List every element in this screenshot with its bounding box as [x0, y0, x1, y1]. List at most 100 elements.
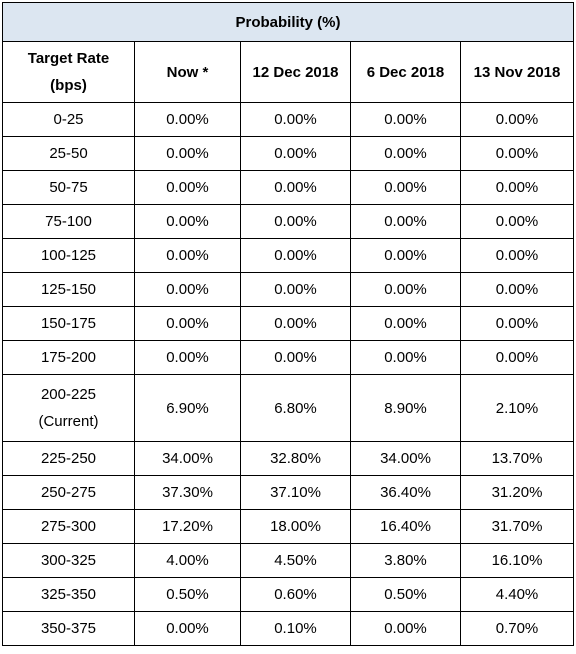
probability-cell: 16.40%: [350, 509, 461, 544]
probability-cell: 0.00%: [134, 102, 241, 137]
probability-cell: 18.00%: [240, 509, 351, 544]
rate-range: 275-300: [2, 509, 135, 544]
title-row: Probability (%): [1, 2, 575, 42]
rate-range: 0-25: [2, 102, 135, 137]
rate-range: 175-200: [2, 340, 135, 375]
probability-cell: 0.60%: [240, 577, 351, 612]
table-row: 275-300 17.20% 18.00% 16.40% 31.70%: [2, 509, 575, 544]
column-header: 6 Dec 2018: [350, 41, 461, 103]
probability-cell: 0.00%: [240, 272, 351, 307]
rate-range: 50-75: [2, 170, 135, 205]
probability-cell: 0.00%: [350, 340, 461, 375]
probability-cell: 0.00%: [240, 238, 351, 273]
probability-cell: 0.00%: [459, 340, 575, 375]
rate-range: 225-250: [2, 441, 135, 476]
probability-cell: 6.90%: [134, 374, 241, 442]
probability-cell: 0.00%: [240, 102, 351, 137]
probability-cell: 31.70%: [459, 509, 575, 544]
table-row: 100-125 0.00% 0.00% 0.00% 0.00%: [2, 238, 575, 273]
rate-range: 100-125: [2, 238, 135, 273]
rate-range: 250-275: [2, 475, 135, 510]
probability-cell: 0.00%: [350, 102, 461, 137]
table-row: 350-375 0.00% 0.10% 0.00% 0.70%: [2, 611, 575, 646]
column-header: Now *: [134, 41, 241, 103]
probability-cell: 0.00%: [134, 204, 241, 239]
table-row: 75-100 0.00% 0.00% 0.00% 0.00%: [2, 204, 575, 239]
probability-cell: 0.00%: [350, 611, 461, 646]
table-row: 300-325 4.00% 4.50% 3.80% 16.10%: [2, 543, 575, 578]
probability-cell: 0.00%: [134, 170, 241, 205]
probability-cell: 0.00%: [134, 306, 241, 341]
column-header: 12 Dec 2018: [240, 41, 351, 103]
probability-cell: 8.90%: [350, 374, 461, 442]
probability-cell: 36.40%: [350, 475, 461, 510]
probability-cell: 32.80%: [240, 441, 351, 476]
table-row: 150-175 0.00% 0.00% 0.00% 0.00%: [2, 306, 575, 341]
probability-cell: 0.00%: [240, 340, 351, 375]
probability-cell: 0.00%: [350, 170, 461, 205]
probability-cell: 0.10%: [240, 611, 351, 646]
rate-range: 300-325: [2, 543, 135, 578]
probability-cell: 4.00%: [134, 543, 241, 578]
probability-cell: 0.00%: [459, 136, 575, 171]
probability-cell: 37.30%: [134, 475, 241, 510]
probability-cell: 3.80%: [350, 543, 461, 578]
probability-cell: 0.00%: [459, 238, 575, 273]
rate-range: 200-225 (Current): [2, 374, 135, 442]
probability-cell: 0.00%: [240, 170, 351, 205]
rate-range: 125-150: [2, 272, 135, 307]
table-row: 50-75 0.00% 0.00% 0.00% 0.00%: [2, 170, 575, 205]
table-row: 200-225 (Current) 6.90% 6.80% 8.90% 2.10%: [2, 374, 575, 442]
rate-range: 75-100: [2, 204, 135, 239]
table-row: 125-150 0.00% 0.00% 0.00% 0.00%: [2, 272, 575, 307]
column-header: Target Rate (bps): [2, 41, 135, 103]
probability-cell: 0.00%: [134, 340, 241, 375]
probability-cell: 4.40%: [459, 577, 575, 612]
table-row: 175-200 0.00% 0.00% 0.00% 0.00%: [2, 340, 575, 375]
rate-range: 325-350: [2, 577, 135, 612]
probability-cell: 16.10%: [459, 543, 575, 578]
table-row: 25-50 0.00% 0.00% 0.00% 0.00%: [2, 136, 575, 171]
table-title: Probability (%): [1, 2, 575, 42]
probability-cell: 0.00%: [350, 136, 461, 171]
probability-cell: 0.00%: [350, 204, 461, 239]
header-row: Target Rate (bps) Now * 12 Dec 2018 6 Dec 2…: [2, 41, 575, 103]
probability-cell: 17.20%: [134, 509, 241, 544]
probability-cell: 0.00%: [350, 272, 461, 307]
probability-cell: 0.50%: [134, 577, 241, 612]
probability-cell: 4.50%: [240, 543, 351, 578]
probability-cell: 0.00%: [459, 170, 575, 205]
probability-cell: 0.00%: [459, 102, 575, 137]
probability-cell: 0.00%: [240, 204, 351, 239]
probability-cell: 6.80%: [240, 374, 351, 442]
probability-cell: 0.00%: [350, 238, 461, 273]
probability-cell: 0.00%: [459, 306, 575, 341]
probability-cell: 0.00%: [240, 306, 351, 341]
column-header: 13 Nov 2018: [459, 41, 575, 103]
table-row: 225-250 34.00% 32.80% 34.00% 13.70%: [2, 441, 575, 476]
probability-cell: 0.00%: [240, 136, 351, 171]
probability-cell: 13.70%: [459, 441, 575, 476]
probability-cell: 0.00%: [134, 136, 241, 171]
rate-range: 350-375: [2, 611, 135, 646]
probability-cell: 0.00%: [350, 306, 461, 341]
probability-cell: 34.00%: [350, 441, 461, 476]
probability-cell: 37.10%: [240, 475, 351, 510]
probability-cell: 34.00%: [134, 441, 241, 476]
probability-cell: 0.00%: [134, 611, 241, 646]
rate-range: 150-175: [2, 306, 135, 341]
probability-cell: 0.00%: [134, 238, 241, 273]
table-row: 250-275 37.30% 37.10% 36.40% 31.20%: [2, 475, 575, 510]
rate-range: 25-50: [2, 136, 135, 171]
probability-cell: 2.10%: [459, 374, 575, 442]
table-row: 0-25 0.00% 0.00% 0.00% 0.00%: [2, 102, 575, 137]
probability-cell: 0.50%: [350, 577, 461, 612]
probability-cell: 0.00%: [459, 272, 575, 307]
probability-cell: 31.20%: [459, 475, 575, 510]
probability-cell: 0.00%: [459, 204, 575, 239]
table-row: 325-350 0.50% 0.60% 0.50% 4.40%: [2, 577, 575, 612]
probability-cell: 0.00%: [134, 272, 241, 307]
